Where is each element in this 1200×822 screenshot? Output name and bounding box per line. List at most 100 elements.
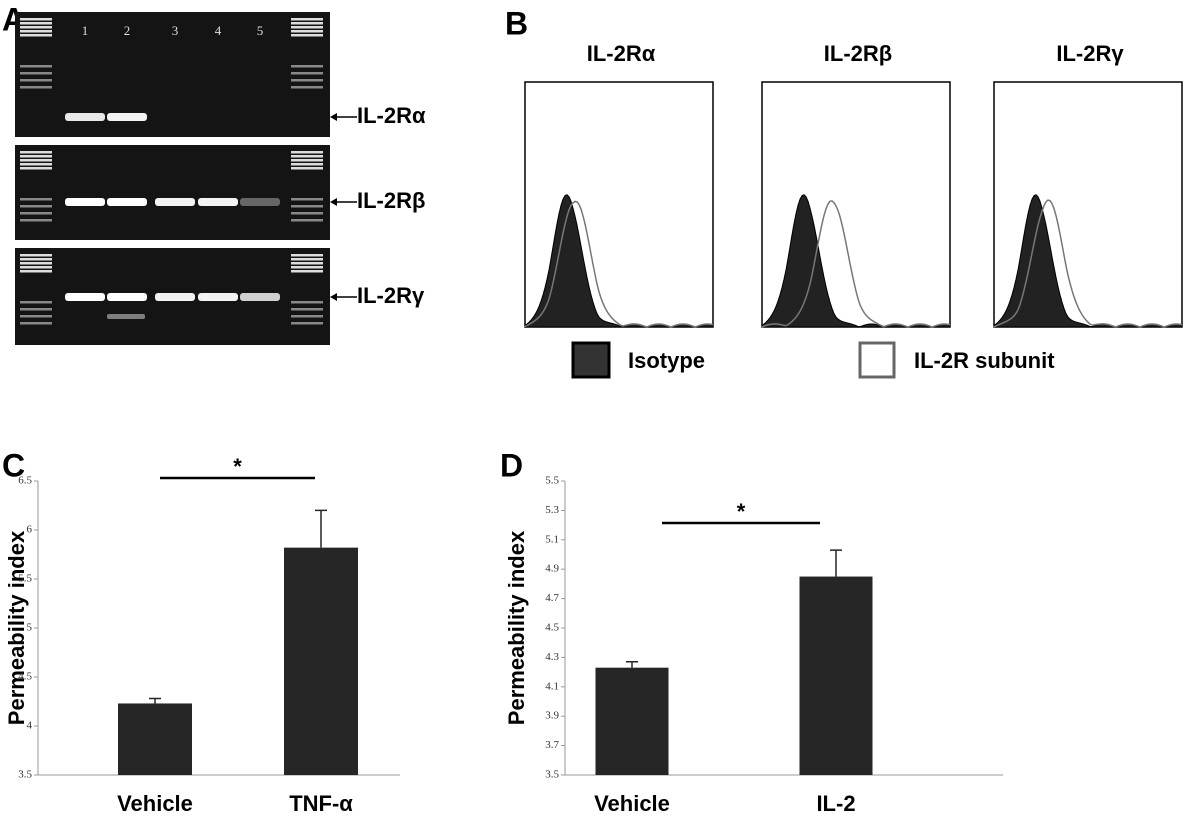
- subunit-histogram: [524, 200, 714, 328]
- subunit-histogram: [761, 200, 951, 328]
- ladder-band: [291, 26, 323, 29]
- ladder-band: [20, 159, 52, 162]
- ladder-band: [20, 26, 52, 29]
- ladder-band: [291, 72, 323, 75]
- gel-band: [107, 198, 147, 206]
- ladder-band: [20, 219, 52, 222]
- lane-number: 1: [82, 23, 89, 38]
- band-label: IL-2Rγ: [357, 283, 425, 308]
- panel-label: B: [505, 5, 528, 41]
- y-tick-label: 3.7: [545, 739, 559, 751]
- y-tick-label: 4.3: [545, 651, 559, 663]
- ladder-band: [20, 86, 52, 89]
- bar: [284, 547, 358, 775]
- ladder-band: [291, 308, 323, 311]
- ladder-band: [20, 155, 52, 158]
- ladder-band: [20, 301, 52, 304]
- ladder-band: [291, 219, 323, 222]
- ladder-band: [291, 30, 323, 33]
- ladder-band: [291, 22, 323, 25]
- ladder-band: [20, 315, 52, 318]
- histogram-title: IL-2Rα: [587, 41, 656, 66]
- ladder-band: [20, 205, 52, 208]
- y-tick-label: 4.1: [545, 680, 559, 692]
- ladder-band: [20, 258, 52, 261]
- ladder-band: [20, 34, 52, 37]
- ladder-band: [291, 18, 323, 21]
- gel-bands: [20, 18, 357, 325]
- band-label: IL-2Rα: [357, 103, 426, 128]
- ladder-band: [20, 72, 52, 75]
- band-label: IL-2Rβ: [357, 188, 425, 213]
- ladder-band: [20, 262, 52, 265]
- gel-band: [155, 293, 195, 301]
- ladder-band: [20, 266, 52, 269]
- ladder-band: [291, 65, 323, 68]
- ladder-band: [291, 205, 323, 208]
- bar: [799, 576, 873, 775]
- ladder-band: [20, 151, 52, 154]
- histogram-title: IL-2Rγ: [1056, 41, 1124, 66]
- y-tick-label: 5: [27, 622, 33, 634]
- ladder-band: [20, 22, 52, 25]
- flow-panels: [524, 81, 1183, 328]
- y-tick-label: 4.9: [545, 563, 559, 575]
- error-bar: [626, 661, 638, 668]
- ladder-band: [20, 212, 52, 215]
- ladder-band: [20, 198, 52, 201]
- histogram-title: IL-2Rβ: [824, 41, 892, 66]
- x-tick-label: Vehicle: [117, 791, 193, 816]
- y-tick-label: 5.1: [545, 533, 559, 545]
- subunit-histogram: [993, 199, 1183, 328]
- ladder-band: [291, 254, 323, 257]
- bar: [118, 703, 192, 775]
- significance-marker: *: [233, 454, 242, 479]
- gel-band: [107, 293, 147, 301]
- y-tick-label: 4.5: [545, 622, 559, 634]
- legend-label: IL-2R subunit: [914, 348, 1055, 373]
- lane-number: 4: [215, 23, 222, 38]
- gel-band: [240, 198, 280, 206]
- ladder-band: [20, 30, 52, 33]
- ladder-band: [291, 198, 323, 201]
- y-tick-label: 5.5: [18, 573, 32, 585]
- ladder-band: [20, 18, 52, 21]
- gel-band: [65, 293, 105, 301]
- ladder-band: [291, 86, 323, 89]
- ladder-band: [291, 212, 323, 215]
- y-tick-label: 3.9: [545, 710, 559, 722]
- legend-swatch: [571, 341, 611, 379]
- ladder-band: [291, 79, 323, 82]
- ladder-band: [291, 151, 323, 154]
- lane-number: 5: [257, 23, 264, 38]
- gel-band: [155, 198, 195, 206]
- ladder-band: [291, 266, 323, 269]
- legend-label: Isotype: [628, 348, 705, 373]
- ladder-band: [291, 155, 323, 158]
- gel-band: [240, 293, 280, 301]
- gel-band: [198, 198, 238, 206]
- ladder-band: [291, 34, 323, 37]
- y-tick-label: 4: [27, 720, 33, 732]
- ladder-band: [20, 79, 52, 82]
- gel-band: [65, 198, 105, 206]
- ladder-band: [291, 258, 323, 261]
- y-tick-label: 6.5: [18, 475, 32, 487]
- y-axis-label: Permeability index: [504, 530, 529, 725]
- x-tick-label: TNF-α: [289, 791, 353, 816]
- panel-label: D: [500, 447, 523, 483]
- y-tick-label: 4.5: [18, 671, 32, 683]
- gel-band: [107, 314, 145, 319]
- y-tick-label: 4.7: [545, 592, 559, 604]
- lane-number: 2: [124, 23, 131, 38]
- y-tick-label: 3.5: [545, 769, 559, 781]
- y-tick-label: 5.3: [545, 504, 559, 516]
- ladder-band: [20, 163, 52, 166]
- gel-band: [65, 113, 105, 121]
- error-bar: [315, 509, 327, 548]
- error-bar: [830, 549, 842, 577]
- ladder-band: [20, 65, 52, 68]
- ladder-band: [291, 159, 323, 162]
- ladder-band: [291, 163, 323, 166]
